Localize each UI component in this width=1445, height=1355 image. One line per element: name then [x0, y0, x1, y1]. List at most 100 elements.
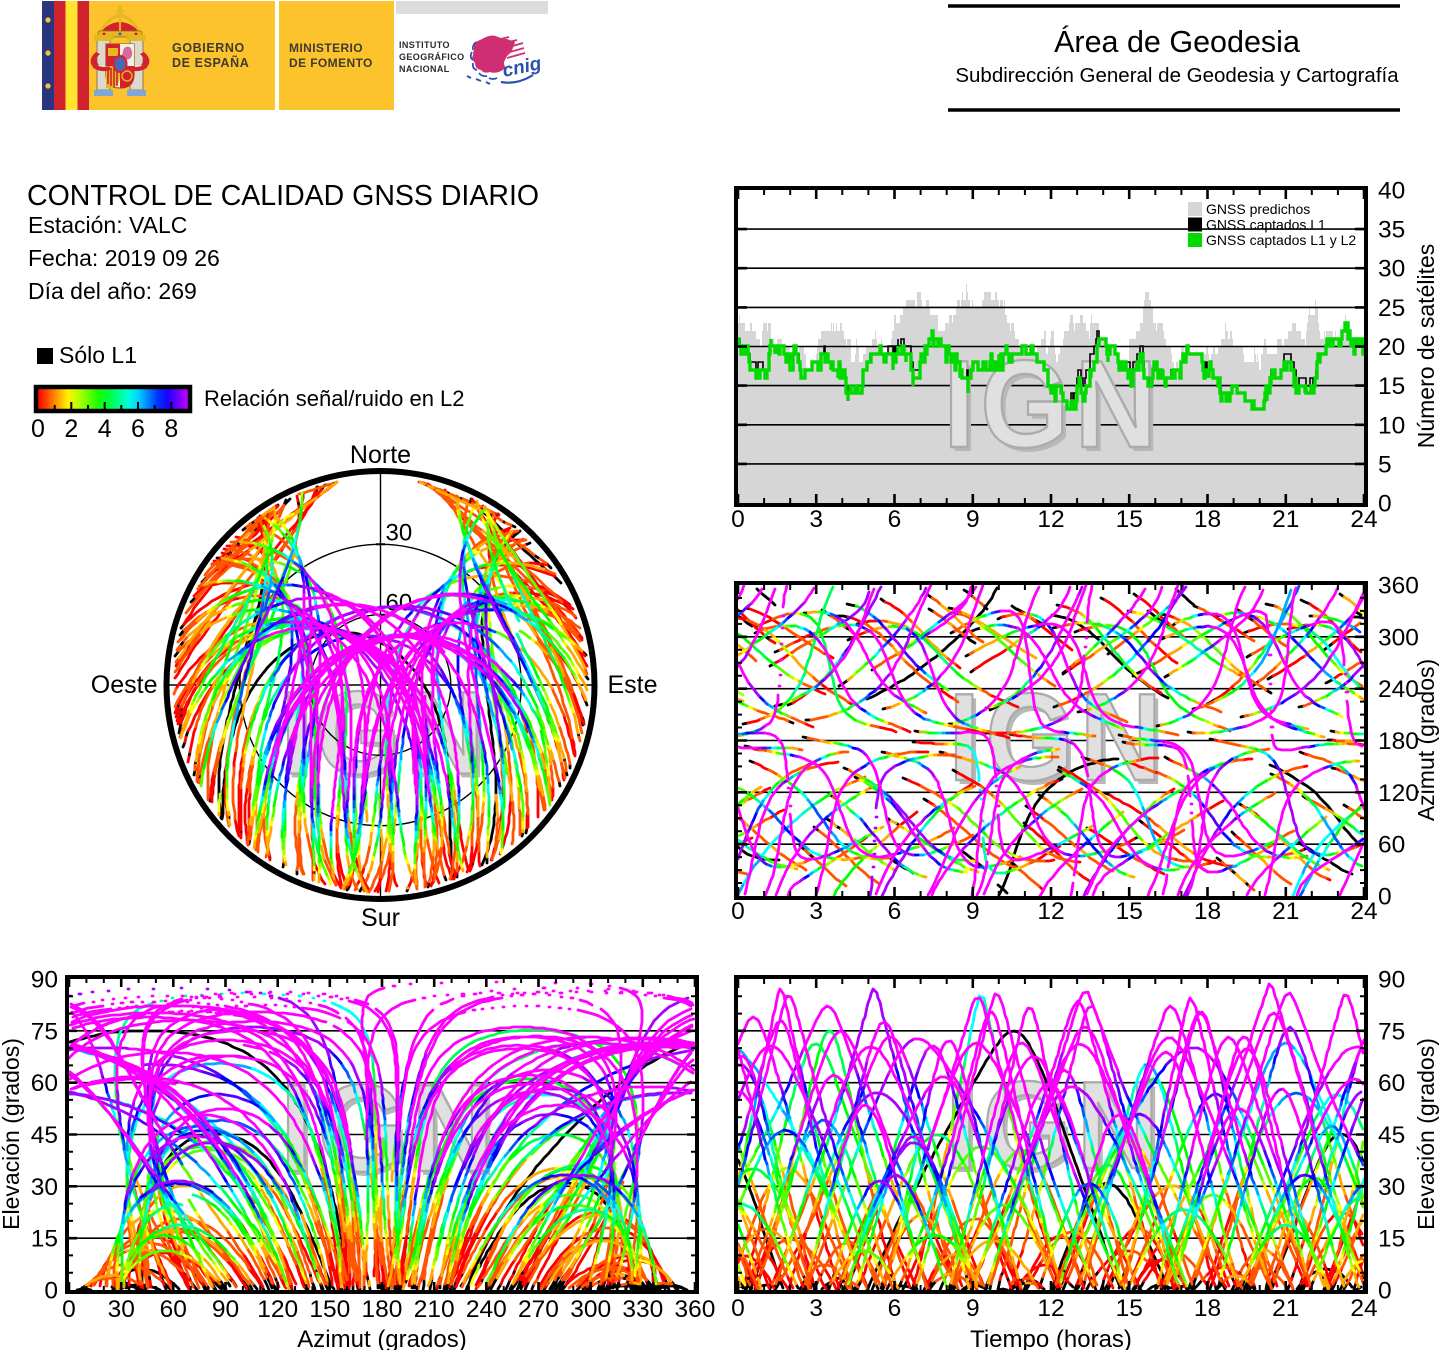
svg-text:180: 180: [1378, 728, 1419, 755]
svg-text:120: 120: [257, 1296, 298, 1323]
svg-text:0: 0: [31, 415, 45, 443]
svg-text:15: 15: [1116, 898, 1143, 925]
svg-text:24: 24: [1350, 898, 1377, 925]
svg-text:15: 15: [31, 1226, 58, 1253]
svg-text:Relación señal/ruido en L2: Relación señal/ruido en L2: [204, 386, 465, 411]
svg-text:18: 18: [1194, 506, 1221, 533]
svg-text:8: 8: [164, 415, 178, 443]
svg-text:15: 15: [1378, 373, 1405, 400]
svg-text:3: 3: [809, 1295, 823, 1322]
svg-text:6: 6: [888, 898, 902, 925]
svg-text:Azimut (grados): Azimut (grados): [297, 1326, 466, 1350]
svg-text:360: 360: [1378, 573, 1419, 600]
svg-text:5: 5: [1378, 451, 1392, 478]
svg-text:25: 25: [1378, 295, 1405, 322]
svg-text:GEOGRÁFICO: GEOGRÁFICO: [399, 52, 465, 62]
svg-text:30: 30: [31, 1174, 58, 1201]
svg-text:Elevación (grados): Elevación (grados): [0, 1038, 24, 1230]
svg-text:300: 300: [1378, 624, 1419, 651]
svg-text:75: 75: [31, 1018, 58, 1045]
svg-text:GNSS captados L1 y L2: GNSS captados L1 y L2: [1206, 232, 1356, 248]
svg-text:240: 240: [1378, 676, 1419, 703]
svg-text:12: 12: [1037, 898, 1064, 925]
svg-text:DE ESPAÑA: DE ESPAÑA: [172, 55, 249, 70]
svg-text:Este: Este: [608, 671, 658, 699]
svg-text:35: 35: [1378, 217, 1405, 244]
svg-text:Área de Geodesia: Área de Geodesia: [1054, 24, 1300, 59]
svg-text:15: 15: [1116, 1295, 1143, 1322]
svg-text:150: 150: [309, 1296, 350, 1323]
svg-text:GNSS predichos: GNSS predichos: [1206, 201, 1310, 217]
svg-text:18: 18: [1194, 898, 1221, 925]
svg-text:60: 60: [160, 1296, 187, 1323]
svg-text:Elevación (grados): Elevación (grados): [1413, 1038, 1439, 1230]
svg-text:40: 40: [1378, 178, 1405, 205]
svg-text:24: 24: [1350, 506, 1377, 533]
svg-text:120: 120: [1378, 780, 1419, 807]
svg-text:4: 4: [98, 415, 112, 443]
svg-text:330: 330: [622, 1296, 663, 1323]
svg-text:21: 21: [1272, 1295, 1299, 1322]
svg-text:6: 6: [888, 1295, 902, 1322]
svg-text:0: 0: [1378, 1278, 1392, 1305]
svg-text:3: 3: [809, 898, 823, 925]
svg-text:15: 15: [1378, 1226, 1405, 1253]
svg-text:CONTROL DE CALIDAD GNSS DIARIO: CONTROL DE CALIDAD GNSS DIARIO: [27, 180, 539, 212]
svg-text:Azimut (grados): Azimut (grados): [1413, 659, 1439, 821]
svg-text:60: 60: [1378, 832, 1405, 859]
svg-text:Subdirección General de Geodes: Subdirección General de Geodesia y Carto…: [955, 64, 1399, 87]
svg-text:12: 12: [1037, 1295, 1064, 1322]
svg-text:Norte: Norte: [350, 441, 411, 469]
svg-text:GNSS captados L1: GNSS captados L1: [1206, 217, 1326, 233]
svg-text:180: 180: [362, 1296, 403, 1323]
svg-text:15: 15: [1116, 506, 1143, 533]
svg-text:Sur: Sur: [361, 904, 400, 932]
svg-text:3: 3: [809, 506, 823, 533]
svg-text:0: 0: [731, 1295, 745, 1322]
svg-text:90: 90: [31, 967, 58, 994]
svg-text:Número de satélites: Número de satélites: [1413, 244, 1439, 449]
svg-text:Estación: VALC: Estación: VALC: [28, 212, 187, 238]
svg-text:IGN: IGN: [943, 335, 1162, 473]
svg-text:MINISTERIO: MINISTERIO: [289, 41, 363, 55]
svg-text:DE FOMENTO: DE FOMENTO: [289, 56, 373, 70]
svg-text:Día del año: 269: Día del año: 269: [28, 278, 197, 304]
svg-text:360: 360: [675, 1296, 716, 1323]
svg-text:0: 0: [731, 506, 745, 533]
svg-text:90: 90: [212, 1296, 239, 1323]
svg-text:240: 240: [466, 1296, 507, 1323]
svg-text:30: 30: [386, 519, 413, 546]
svg-text:30: 30: [108, 1296, 135, 1323]
svg-text:0: 0: [1378, 491, 1392, 518]
svg-text:12: 12: [1037, 506, 1064, 533]
svg-text:18: 18: [1194, 1295, 1221, 1322]
svg-text:21: 21: [1272, 898, 1299, 925]
svg-text:75: 75: [1378, 1018, 1405, 1045]
svg-text:Sólo L1: Sólo L1: [59, 342, 137, 368]
svg-text:NACIONAL: NACIONAL: [399, 64, 450, 74]
svg-text:Oeste: Oeste: [91, 671, 158, 699]
svg-text:24: 24: [1350, 1295, 1377, 1322]
svg-text:270: 270: [518, 1296, 559, 1323]
svg-text:45: 45: [31, 1122, 58, 1149]
svg-text:30: 30: [1378, 256, 1405, 283]
svg-text:0: 0: [62, 1296, 76, 1323]
svg-text:INSTITUTO: INSTITUTO: [399, 40, 450, 50]
svg-text:2: 2: [64, 415, 78, 443]
svg-text:6: 6: [131, 415, 145, 443]
svg-text:60: 60: [31, 1070, 58, 1097]
svg-text:21: 21: [1272, 506, 1299, 533]
svg-text:0: 0: [44, 1278, 58, 1305]
svg-text:GOBIERNO: GOBIERNO: [172, 41, 245, 55]
svg-text:60: 60: [1378, 1070, 1405, 1097]
svg-text:9: 9: [966, 898, 980, 925]
svg-text:0: 0: [1378, 884, 1392, 911]
svg-text:210: 210: [414, 1296, 455, 1323]
svg-text:90: 90: [1378, 967, 1405, 994]
svg-text:Fecha: 2019 09 26: Fecha: 2019 09 26: [28, 245, 220, 271]
svg-text:9: 9: [966, 506, 980, 533]
svg-text:0: 0: [731, 898, 745, 925]
svg-text:10: 10: [1378, 412, 1405, 439]
svg-text:30: 30: [1378, 1174, 1405, 1201]
svg-text:20: 20: [1378, 334, 1405, 361]
